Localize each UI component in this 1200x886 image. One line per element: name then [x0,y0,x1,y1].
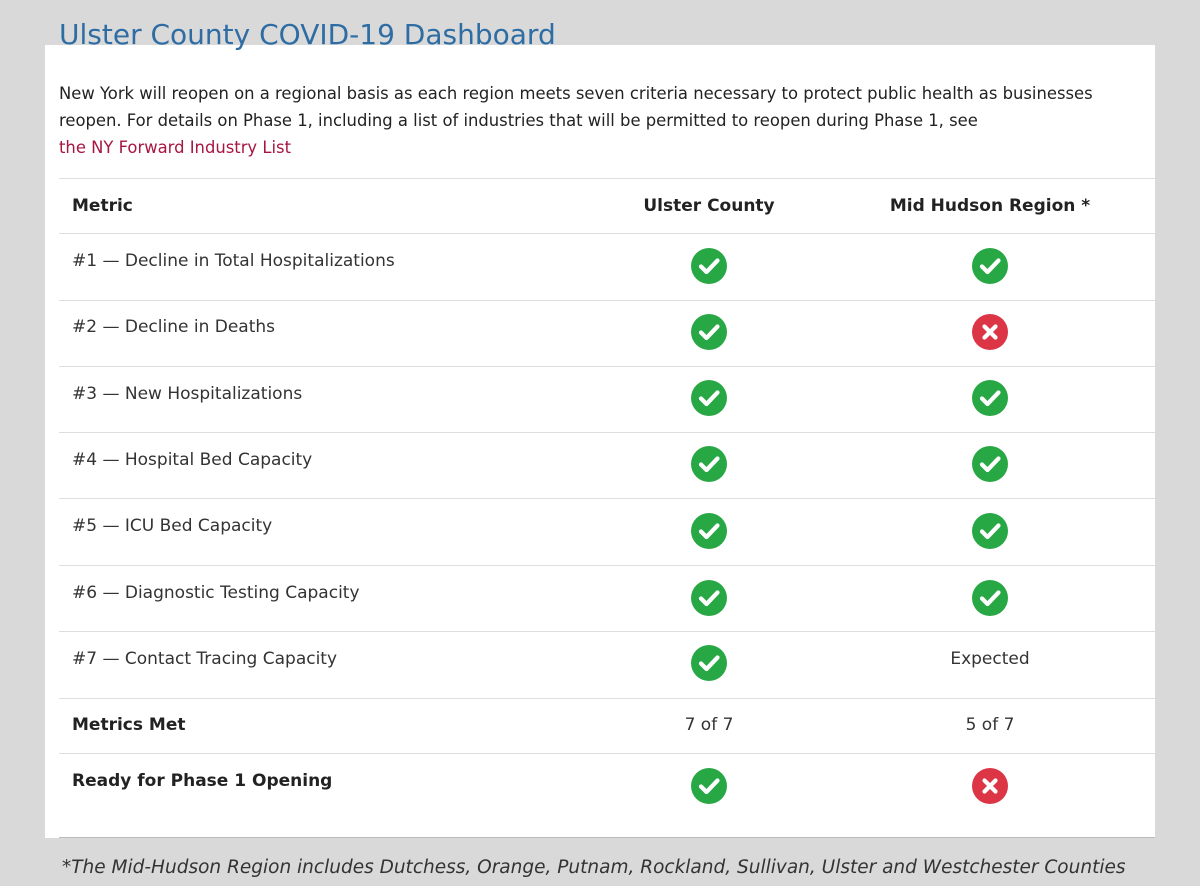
panel [45,45,1155,838]
check-icon [691,380,727,416]
check-icon [972,380,1008,416]
check-icon [972,248,1008,284]
column-header: Mid Hudson Region * [889,196,1091,216]
rule [59,837,1155,838]
column-header: Ulster County [643,196,775,216]
check-icon [691,314,727,350]
intro: New York will reopen on a regional basis… [59,80,1154,161]
metric: #5 — ICU Bed Capacity [72,516,273,536]
rule [59,366,1155,367]
metric: #2 — Decline in Deaths [72,317,276,337]
check-icon [972,580,1008,616]
summary-label: Metrics Met [72,715,186,735]
x-icon [972,314,1008,350]
x-icon [972,768,1008,804]
page-title: Ulster County COVID-19 Dashboard [59,18,556,51]
intro-text: New York will reopen on a regional basis… [59,84,1093,130]
status-text: Expected [950,649,1030,669]
summary-label: Ready for Phase 1 Opening [72,771,333,791]
check-icon [691,580,727,616]
footnote: *The Mid-Hudson Region includes Dutchess… [62,857,1126,878]
rule [59,631,1155,632]
summary-value: 7 of 7 [684,715,734,735]
check-icon [691,768,727,804]
check-icon [972,446,1008,482]
check-icon [691,248,727,284]
check-icon [691,645,727,681]
rule [59,233,1155,234]
rule [59,565,1155,566]
rule [59,300,1155,301]
check-icon [691,513,727,549]
industry-link[interactable]: the NY Forward Industry List [59,138,291,157]
rule [59,432,1155,433]
rule [59,698,1155,699]
metric: #1 — Decline in Total Hospitalizations [72,251,395,271]
rule [59,498,1155,499]
rule [59,178,1155,179]
column-header: Metric [72,196,133,216]
metric: #3 — New Hospitalizations [72,384,303,404]
check-icon [972,513,1008,549]
summary-value: 5 of 7 [965,715,1015,735]
check-icon [691,446,727,482]
rule [59,753,1155,754]
metric: #6 — Diagnostic Testing Capacity [72,583,360,603]
metric: #7 — Contact Tracing Capacity [72,649,338,669]
metric: #4 — Hospital Bed Capacity [72,450,313,470]
